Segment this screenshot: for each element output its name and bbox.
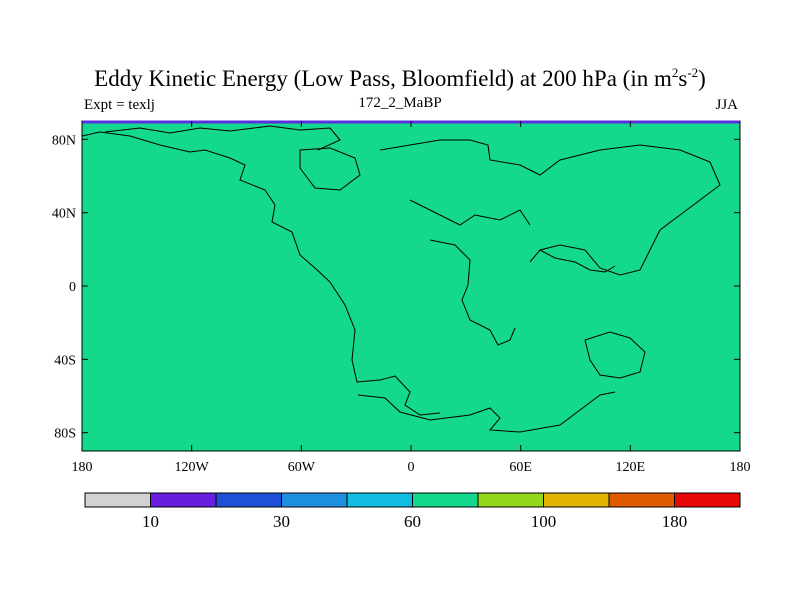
x-axis: 180 120W 60W 0 60E 120E 180 xyxy=(72,121,751,475)
y-tick-label: 40N xyxy=(52,207,76,222)
x-tick-label: 60W xyxy=(288,460,316,475)
y-tick-label: 80S xyxy=(54,427,76,442)
colorbar-box xyxy=(346,492,413,508)
contour-field xyxy=(82,121,740,451)
y-axis: 80N 40N 0 40S 80S xyxy=(52,133,740,442)
y-tick-label: 0 xyxy=(69,280,76,295)
colorbar: 10 30 60 100 180 xyxy=(84,492,741,531)
coastline-europe xyxy=(409,199,531,226)
coastline-africa xyxy=(429,239,516,346)
coastline-eurasia xyxy=(379,139,721,276)
y-tick-label: 40S xyxy=(54,353,76,368)
colorbar-box xyxy=(412,492,479,508)
continent-outlines xyxy=(82,125,721,433)
coastline-arctic-islands xyxy=(104,125,341,151)
colorbar-label: 60 xyxy=(404,512,421,531)
x-tick-label: 120W xyxy=(175,460,210,475)
coastline-australia xyxy=(584,331,646,379)
field-band xyxy=(82,121,740,451)
x-tick-label: 0 xyxy=(408,460,415,475)
colorbar-label: 180 xyxy=(662,512,688,531)
colorbar-box xyxy=(543,492,610,508)
x-tick-label: 120E xyxy=(616,460,646,475)
colorbar-label: 10 xyxy=(142,512,159,531)
y-tick-label: 80N xyxy=(52,133,76,148)
colorbar-label: 30 xyxy=(273,512,290,531)
run-label: 172_2_MaBP xyxy=(358,95,442,111)
x-tick-label: 60E xyxy=(509,460,532,475)
chart-title: Eddy Kinetic Energy (Low Pass, Bloomfiel… xyxy=(94,65,706,91)
coastline-southeast-asia xyxy=(539,249,616,273)
coastline-greenland xyxy=(299,147,361,191)
colorbar-box xyxy=(477,492,544,508)
season-label: JJA xyxy=(715,97,738,113)
colorbar-box xyxy=(150,492,217,508)
colorbar-box xyxy=(84,492,151,508)
colorbar-box xyxy=(215,492,282,508)
coastline-south-america xyxy=(329,281,441,416)
colorbar-label: 100 xyxy=(531,512,557,531)
coastline-antarctica xyxy=(357,391,616,433)
colorbar-box xyxy=(281,492,348,508)
x-tick-label: 180 xyxy=(730,460,751,475)
colorbar-box xyxy=(674,492,741,508)
experiment-label: Expt = texlj xyxy=(84,97,155,113)
coastline-north-america xyxy=(82,131,331,283)
colorbar-box xyxy=(608,492,675,508)
x-tick-label: 180 xyxy=(72,460,93,475)
